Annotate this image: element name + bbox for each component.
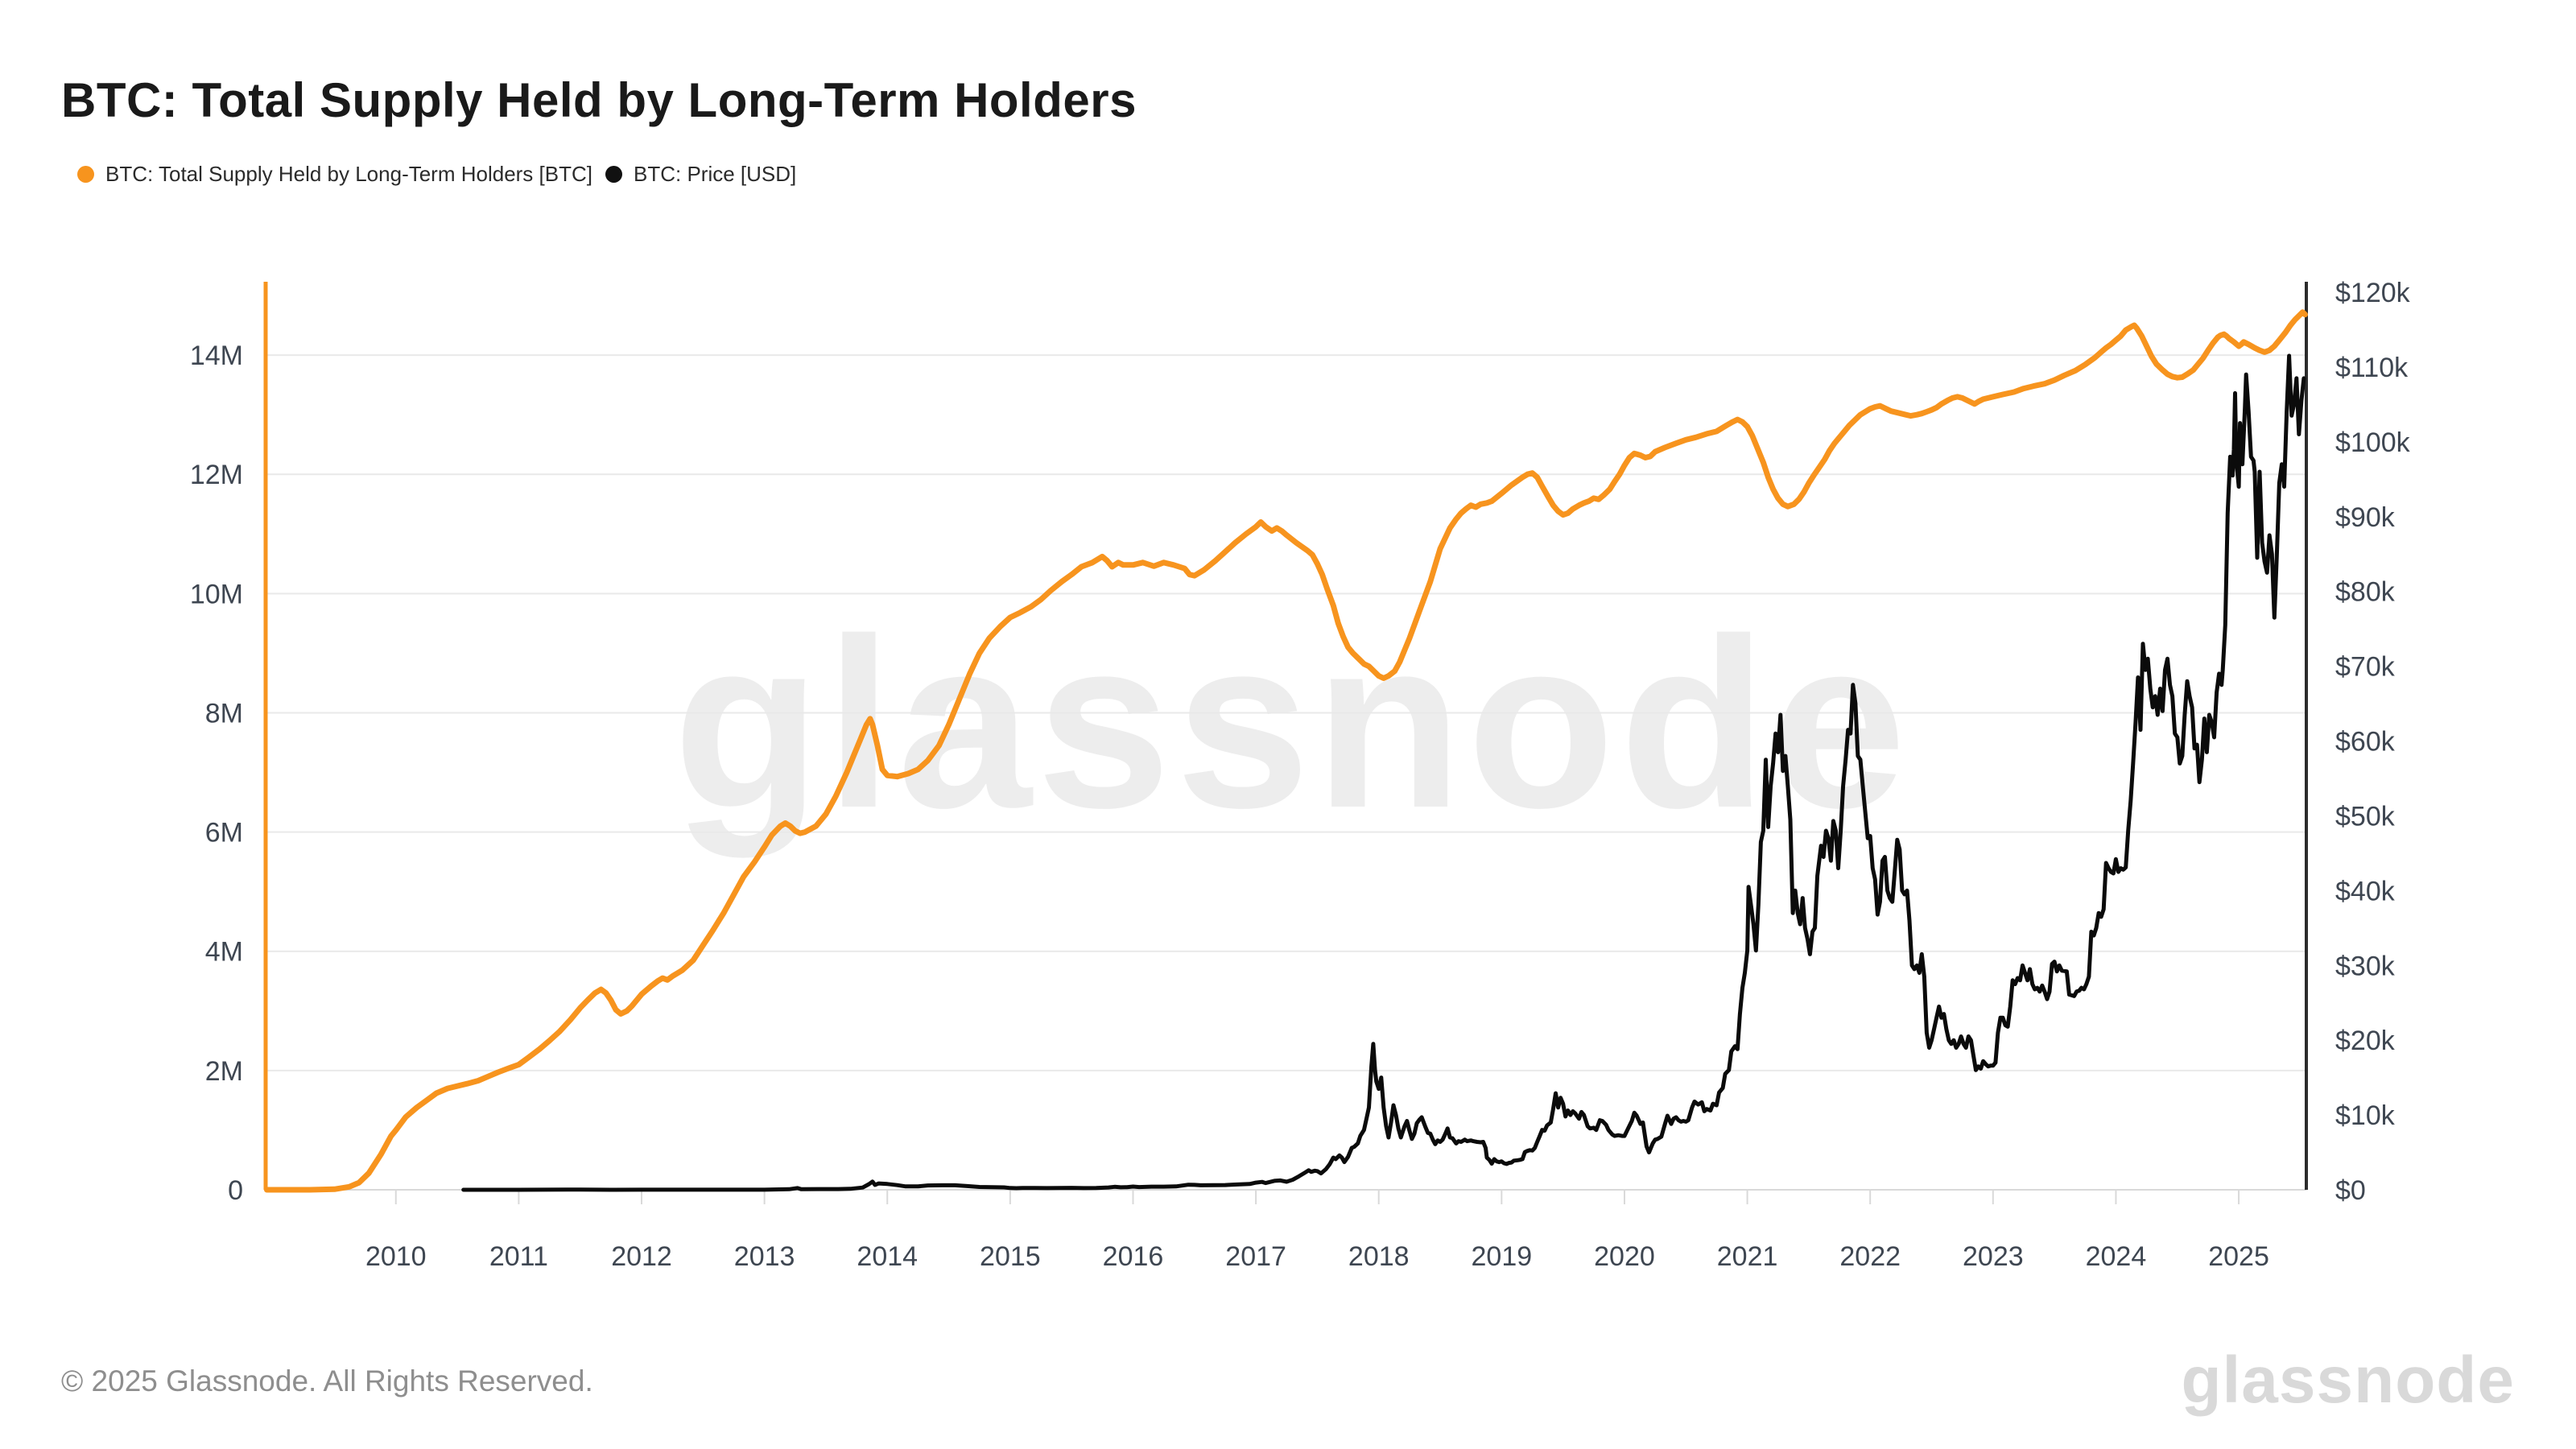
y-left-tick-label: 4M: [205, 937, 243, 968]
price-legend-dot-icon: [605, 166, 622, 183]
x-tick-label: 2013: [734, 1241, 795, 1272]
glassnode-logo: glassnode: [2181, 1344, 2515, 1417]
x-tick-label: 2011: [489, 1241, 548, 1272]
x-tick-label: 2017: [1225, 1241, 1286, 1272]
copyright-text: © 2025 Glassnode. All Rights Reserved.: [61, 1364, 593, 1397]
y-right-tick-label: $60k: [2335, 727, 2396, 758]
y-right-tick-label: $80k: [2335, 577, 2396, 608]
x-tick-label: 2015: [980, 1241, 1041, 1272]
y-left-tick-label: 6M: [205, 818, 243, 848]
y-right-tick-label: $110k: [2335, 353, 2409, 383]
x-tick-label: 2014: [857, 1241, 918, 1272]
x-tick-label: 2022: [1839, 1241, 1901, 1272]
y-left-tick-label: 10M: [190, 579, 243, 609]
x-tick-label: 2018: [1348, 1241, 1410, 1272]
plot-area[interactable]: [266, 282, 2306, 1190]
x-tick-label: 2010: [365, 1241, 427, 1272]
x-tick-label: 2023: [1963, 1241, 2024, 1272]
legend-label-price: BTC: Price [USD]: [634, 162, 797, 186]
y-left-tick-label: 2M: [205, 1056, 243, 1087]
x-tick-label: 2024: [2086, 1241, 2147, 1272]
x-tick-label: 2020: [1594, 1241, 1655, 1272]
x-tick-label: 2025: [2208, 1241, 2269, 1272]
x-tick-label: 2012: [611, 1241, 672, 1272]
y-left-tick-label: 14M: [190, 341, 243, 371]
legend-label-supply: BTC: Total Supply Held by Long-Term Hold…: [105, 162, 592, 186]
y-right-tick-label: $10k: [2335, 1100, 2396, 1131]
x-tick-label: 2021: [1717, 1241, 1778, 1272]
y-right-tick-label: $20k: [2335, 1026, 2396, 1056]
y-right-tick-label: $70k: [2335, 652, 2396, 683]
y-right-tick-label: $100k: [2335, 427, 2411, 458]
legend-item-supply[interactable]: BTC: Total Supply Held by Long-Term Hold…: [77, 162, 592, 187]
y-left-tick-label: 0: [228, 1175, 243, 1206]
supply-legend-dot-icon: [77, 166, 94, 183]
y-right-tick-label: $30k: [2335, 951, 2396, 981]
x-tick-label: 2016: [1103, 1241, 1164, 1272]
y-right-tick-label: $90k: [2335, 502, 2396, 533]
supply-series-line: [264, 309, 2308, 1193]
y-left-tick-label: 12M: [190, 460, 243, 490]
x-tick-label: 2019: [1472, 1241, 1533, 1272]
legend-item-price[interactable]: BTC: Price [USD]: [605, 162, 796, 187]
glassnode-watermark: glassnode: [673, 584, 1911, 862]
y-right-tick-label: $120k: [2335, 278, 2411, 308]
y-right-tick-label: $0: [2335, 1175, 2366, 1206]
page-title: BTC: Total Supply Held by Long-Term Hold…: [61, 73, 1137, 128]
y-left-tick-label: 8M: [205, 698, 243, 729]
price-series-line: [461, 353, 2306, 1192]
y-right-tick-label: $50k: [2335, 801, 2396, 832]
y-right-tick-label: $40k: [2335, 876, 2396, 906]
